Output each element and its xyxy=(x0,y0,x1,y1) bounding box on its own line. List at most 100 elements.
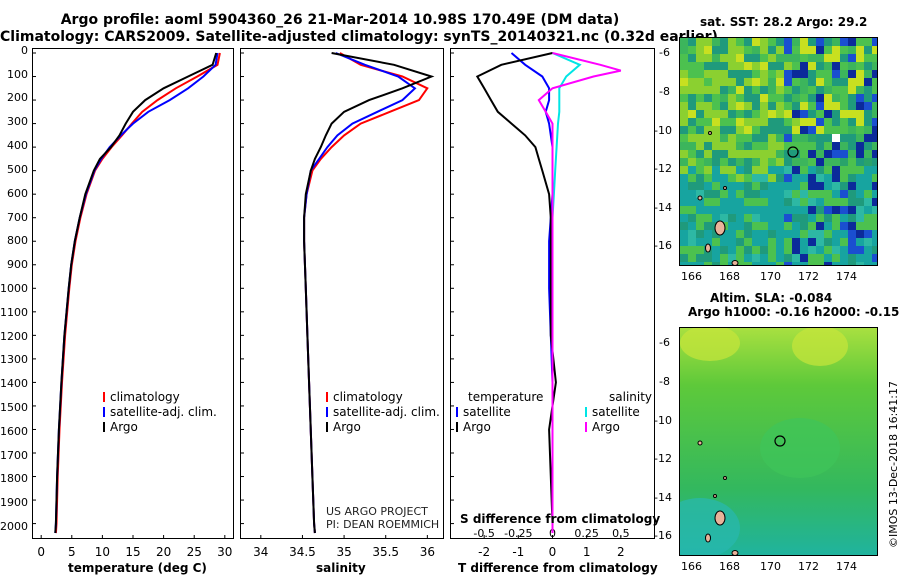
map-cell xyxy=(784,86,792,94)
map-x-tick: 170 xyxy=(760,560,781,573)
map-cell xyxy=(840,38,848,46)
map-cell xyxy=(696,142,704,150)
map-cell xyxy=(720,174,728,182)
map-cell xyxy=(728,38,736,46)
x-tick-label-top: 0.5 xyxy=(612,527,630,540)
map-cell xyxy=(720,142,728,150)
map-cell xyxy=(744,198,752,206)
legend-item-satellite: satellite-adj. clim. xyxy=(103,405,217,420)
map-bottom-title-line-1: Altim. SLA: -0.084 xyxy=(710,291,833,305)
map-x-tick: 166 xyxy=(681,270,702,283)
map-cell xyxy=(808,214,816,222)
map-cell xyxy=(824,126,832,134)
map-cell xyxy=(848,86,856,94)
legend-label: satellite xyxy=(463,405,511,419)
map-cell xyxy=(816,126,824,134)
map-cell xyxy=(792,166,800,174)
legend-difference-temperature: temperature satellite Argo xyxy=(456,390,543,435)
credit-project: US ARGO PROJECT xyxy=(326,505,428,518)
map-cell xyxy=(784,246,792,254)
map-cell xyxy=(816,110,824,118)
map-cell xyxy=(776,86,784,94)
legend-item-satellite: satellite-adj. clim. xyxy=(326,405,440,420)
map-cell xyxy=(704,78,712,86)
map-cell xyxy=(776,126,784,134)
map-cell xyxy=(808,134,816,142)
map-cell xyxy=(800,246,808,254)
map-cell xyxy=(784,222,792,230)
map-cell xyxy=(856,70,864,78)
map-cell xyxy=(824,222,832,230)
depth-tick: 2000 xyxy=(0,520,28,533)
map-cell xyxy=(840,86,848,94)
map-cell xyxy=(840,254,848,262)
legend-label: climatology xyxy=(110,390,180,404)
map-cell xyxy=(848,198,856,206)
map-cell xyxy=(800,166,808,174)
map-cell xyxy=(776,38,784,46)
map-cell xyxy=(720,94,728,102)
map-cell xyxy=(680,78,688,86)
map-cell xyxy=(712,54,720,62)
map-cell xyxy=(720,254,728,262)
map-cell xyxy=(832,94,840,102)
map-cell xyxy=(776,134,784,142)
map-cell xyxy=(864,190,872,198)
map-cell xyxy=(832,118,840,126)
map-cell xyxy=(768,62,776,70)
map-cell xyxy=(704,46,712,54)
map-cell xyxy=(712,238,720,246)
map-cell xyxy=(824,70,832,78)
map-cell xyxy=(848,102,856,110)
map-cell xyxy=(824,134,832,142)
map-cell xyxy=(688,222,696,230)
map-cell xyxy=(784,102,792,110)
map-cell xyxy=(696,238,704,246)
map-cell xyxy=(680,214,688,222)
map-cell xyxy=(728,46,736,54)
map-cell xyxy=(848,54,856,62)
x-tick-label: 5 xyxy=(68,545,76,559)
map-cell xyxy=(736,78,744,86)
x-tick-label: 36 xyxy=(420,545,435,559)
map-cell xyxy=(832,214,840,222)
map-cell xyxy=(776,206,784,214)
map-cell xyxy=(736,118,744,126)
chart-title-line-1: Argo profile: aoml 5904360_26 21-Mar-201… xyxy=(60,12,620,28)
map-y-tick: -6 xyxy=(659,336,670,349)
map-cell xyxy=(688,238,696,246)
map-cell xyxy=(776,94,784,102)
map-cell xyxy=(760,214,768,222)
map-cell xyxy=(816,182,824,190)
depth-tick: 1800 xyxy=(0,472,28,485)
x-tick-label: 0 xyxy=(549,545,557,559)
map-cell xyxy=(696,102,704,110)
map-cell xyxy=(776,54,784,62)
map-cell xyxy=(688,46,696,54)
map-cell xyxy=(856,94,864,102)
map-cell xyxy=(704,222,712,230)
map-cell xyxy=(816,54,824,62)
map-cell xyxy=(840,198,848,206)
map-cell xyxy=(808,110,816,118)
map-cell xyxy=(744,110,752,118)
map-cell xyxy=(816,134,824,142)
map-cell xyxy=(784,182,792,190)
map-cell xyxy=(720,62,728,70)
map-cell xyxy=(728,142,736,150)
map-cell xyxy=(688,142,696,150)
legend-swatch xyxy=(456,422,458,432)
map-cell xyxy=(832,70,840,78)
map-cell xyxy=(712,62,720,70)
map-cell xyxy=(768,166,776,174)
map-cell xyxy=(704,174,712,182)
map-cell xyxy=(688,62,696,70)
map-cell xyxy=(856,158,864,166)
map-cell xyxy=(680,62,688,70)
map-cell xyxy=(696,222,704,230)
map-cell xyxy=(872,46,877,54)
map-cell xyxy=(712,166,720,174)
map-cell xyxy=(744,254,752,262)
map-cell xyxy=(704,182,712,190)
map-cell xyxy=(872,230,877,238)
